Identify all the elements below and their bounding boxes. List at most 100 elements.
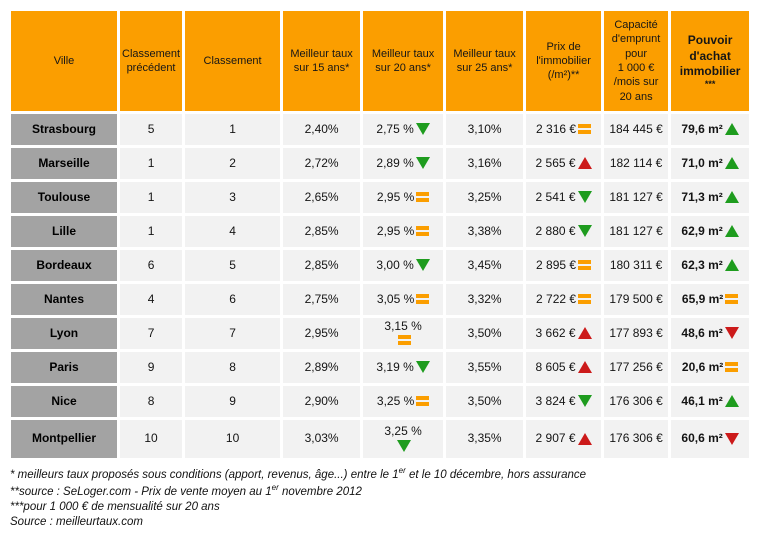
cell-value: 3,25 % xyxy=(384,424,422,439)
cell-prix: 8 605 € xyxy=(526,352,602,383)
cell-prix: 2 722 € xyxy=(526,284,602,315)
cell-pouvoir: 48,6 m² xyxy=(671,318,750,349)
cell-taux-20: 2,95 % xyxy=(363,182,444,213)
cell-capacite: 177 256 € xyxy=(604,352,669,383)
cell-capacite: 176 306 € xyxy=(604,386,669,417)
trend-up-icon xyxy=(577,361,592,374)
cell-pouvoir: 65,9 m² xyxy=(671,284,750,315)
cell-prix: 2 541 € xyxy=(526,182,602,213)
trend-equal-icon xyxy=(578,260,592,271)
cell-taux-25: 3,50% xyxy=(446,386,524,417)
cell-classement: 6 xyxy=(185,284,281,315)
cell-taux-25: 3,55% xyxy=(446,352,524,383)
cell-classement: 2 xyxy=(185,148,281,179)
table-row: Montpellier 10 10 3,03% 3,25 % 3,35% 2 907 €17… xyxy=(11,420,750,458)
cell-value: 2,95 % xyxy=(376,223,415,238)
cell-classement: 4 xyxy=(185,216,281,247)
cell-ville: Montpellier xyxy=(11,420,117,458)
cell-value: 65,9 m² xyxy=(681,291,724,306)
cell-value: 20,6 m² xyxy=(681,359,724,374)
cell-classement-precedent: 10 xyxy=(120,420,183,458)
table-row: Strasbourg 5 1 2,40% 2,75 % 3,10% 2 316 € 184 4… xyxy=(11,114,750,145)
header-label: Meilleur taux sur 25 ans* xyxy=(453,47,516,74)
trend-down-icon xyxy=(577,191,592,204)
trend-down-icon xyxy=(397,439,412,452)
cell-value: 2,75 % xyxy=(376,121,414,136)
trend-up-icon xyxy=(724,395,739,408)
cell-prix: 2 565 € xyxy=(526,148,602,179)
cell-value: 3 824 € xyxy=(535,393,576,408)
table-row: Marseille 1 2 2,72% 2,89 % 3,16% 2 565 € 182 11… xyxy=(11,148,750,179)
cell-prix: 2 316 € xyxy=(526,114,602,145)
cell-ville: Bordeaux xyxy=(11,250,117,281)
cell-value: 2 541 € xyxy=(535,189,576,204)
cell-value: 79,6 m² xyxy=(681,121,723,136)
cell-taux-15: 2,65% xyxy=(283,182,361,213)
cell-taux-20: 2,75 % xyxy=(363,114,444,145)
cell-taux-15: 3,03% xyxy=(283,420,361,458)
cell-taux-20: 3,05 % xyxy=(363,284,444,315)
cell-value: 3,25 % xyxy=(376,393,415,408)
cell-classement-precedent: 6 xyxy=(120,250,183,281)
cell-ville: Marseille xyxy=(11,148,117,179)
cell-value: 62,9 m² xyxy=(681,223,723,238)
trend-up-icon xyxy=(724,225,739,238)
cell-capacite: 180 311 € xyxy=(604,250,669,281)
header-cell-taux_25: Meilleur taux sur 25 ans* xyxy=(446,11,524,111)
cell-value: 3 662 € xyxy=(535,325,576,340)
cell-classement-precedent: 1 xyxy=(120,216,183,247)
cell-value: 71,3 m² xyxy=(681,189,723,204)
city-mortgage-ranking-table: Ville Classement précédent Classement Meill… xyxy=(8,8,752,461)
cell-classement: 1 xyxy=(185,114,281,145)
cell-value: 8 605 € xyxy=(535,359,576,374)
cell-classement: 10 xyxy=(185,420,281,458)
cell-classement-precedent: 9 xyxy=(120,352,183,383)
trend-down-icon xyxy=(577,395,592,408)
cell-pouvoir: 71,0 m² xyxy=(671,148,750,179)
table-row: Lyon 7 7 2,95% 3,15 % 3,50% 3 662 €177 893 €48… xyxy=(11,318,750,349)
cell-taux-15: 2,95% xyxy=(283,318,361,349)
header-sublabel: *** xyxy=(704,78,716,89)
trend-equal-icon xyxy=(578,124,592,135)
cell-pouvoir: 79,6 m² xyxy=(671,114,750,145)
trend-down-icon xyxy=(724,432,739,445)
cell-value: 71,0 m² xyxy=(681,155,723,170)
cell-prix: 2 880 € xyxy=(526,216,602,247)
footnote-line: ***pour 1 000 € de mensualité sur 20 ans xyxy=(10,501,220,513)
header-label: Meilleur taux sur 15 ans* xyxy=(290,47,353,74)
header-cell-ville: Ville xyxy=(11,11,117,111)
header-cell-taux_20: Meilleur taux sur 20 ans* xyxy=(363,11,444,111)
cell-capacite: 179 500 € xyxy=(604,284,669,315)
ranking-table-page: Ville Classement précédent Classement Meill… xyxy=(8,8,752,528)
trend-down-icon xyxy=(415,361,430,374)
cell-ville: Strasbourg xyxy=(11,114,117,145)
cell-capacite: 184 445 € xyxy=(604,114,669,145)
header-cell-classement: Classement xyxy=(185,11,281,111)
cell-value: 2,95 % xyxy=(376,189,415,204)
trend-up-icon xyxy=(724,259,739,272)
header-label: Pouvoir d'achat immobilier xyxy=(679,33,741,79)
cell-value: 62,3 m² xyxy=(681,257,723,272)
cell-taux-25: 3,45% xyxy=(446,250,524,281)
cell-value: 3,05 % xyxy=(376,291,415,306)
table-row: Toulouse 1 3 2,65% 2,95 % 3,25% 2 541 € 181 127… xyxy=(11,182,750,213)
table-body: Strasbourg 5 1 2,40% 2,75 % 3,10% 2 316 €184 4… xyxy=(11,114,750,458)
cell-value: 3,15 % xyxy=(384,318,422,333)
cell-taux-25: 3,25% xyxy=(446,182,524,213)
cell-taux-25: 3,16% xyxy=(446,148,524,179)
cell-ville: Nantes xyxy=(11,284,117,315)
cell-classement: 9 xyxy=(185,386,281,417)
cell-pouvoir: 71,3 m² xyxy=(671,182,750,213)
cell-pouvoir: 46,1 m² xyxy=(671,386,750,417)
cell-taux-15: 2,90% xyxy=(283,386,361,417)
header-cell-capacite: Capacité d'emprunt pour 1 000 € /mois su… xyxy=(604,11,669,111)
trend-up-icon xyxy=(577,327,592,340)
trend-down-icon xyxy=(577,225,592,238)
header-label: Classement précédent xyxy=(122,47,181,74)
cell-value: 2,89 % xyxy=(376,155,414,170)
trend-equal-icon xyxy=(416,396,430,407)
footnote-line: * meilleurs taux proposés sous condition… xyxy=(10,466,587,481)
cell-value: 3,19 % xyxy=(376,359,414,374)
cell-capacite: 181 127 € xyxy=(604,182,669,213)
trend-up-icon xyxy=(724,123,739,136)
